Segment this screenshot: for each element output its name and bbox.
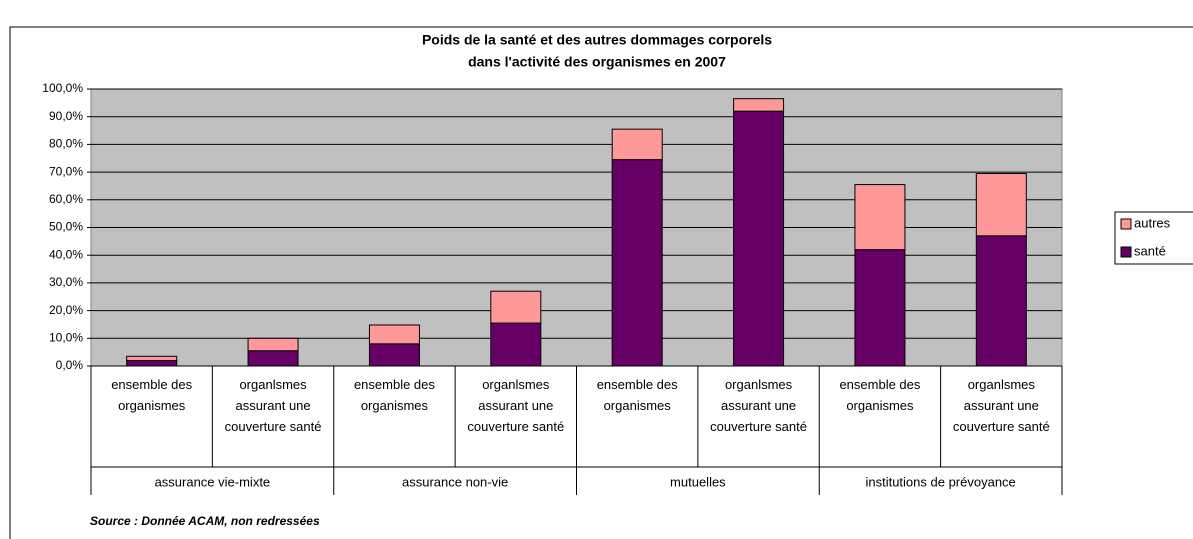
x-tick-label: ensemble des organismes — [596, 377, 678, 413]
bar-segment — [126, 355, 178, 361]
group-label: institutions de prévoyance — [865, 474, 1015, 489]
x-tick-label: ensemble des organismes — [353, 377, 435, 413]
bar-segment — [490, 290, 542, 324]
legend-label: santé — [1134, 243, 1166, 258]
y-tick-label: 0,0% — [56, 358, 84, 372]
bar-segment — [126, 359, 178, 367]
x-tick-label: organlsmes assurant une couverture santé — [224, 377, 322, 434]
bar-segment — [368, 324, 420, 345]
bar-segment — [611, 128, 663, 161]
bar-segment — [733, 98, 785, 112]
bar-segment — [368, 343, 420, 367]
legend-label: autres — [1134, 215, 1171, 230]
x-tick-label: organlsmes assurant une couverture santé — [710, 377, 807, 434]
y-tick-label: 30,0% — [49, 275, 83, 289]
legend-swatch — [1120, 218, 1132, 230]
y-tick-label: 60,0% — [49, 192, 83, 206]
x-tick-label: ensemble des organismes — [111, 377, 193, 413]
bar-segment — [247, 350, 299, 367]
bar-segment — [611, 159, 663, 367]
bar-segment — [854, 184, 906, 251]
x-tick-label: organlsmes assurant une couverture santé — [467, 377, 565, 434]
chart-title: Poids de la santé et des autres dommages… — [422, 32, 772, 48]
chart-subtitle: dans l'activité des organismes en 2007 — [468, 54, 726, 70]
bar-segment — [490, 322, 542, 367]
bar-segment — [975, 235, 1027, 367]
chart-border — [9, 26, 1193, 539]
y-tick-label: 90,0% — [49, 109, 83, 123]
group-label: assurance vie-mixte — [155, 474, 271, 489]
x-tick-label: organlsmes assurant une couverture santé — [952, 377, 1050, 434]
y-tick-label: 40,0% — [49, 247, 83, 261]
bar-segment — [975, 172, 1027, 237]
y-tick-label: 10,0% — [49, 330, 83, 344]
bar-segment — [247, 337, 299, 352]
group-label: assurance non-vie — [402, 474, 508, 489]
y-tick-label: 80,0% — [49, 137, 83, 151]
y-tick-label: 50,0% — [49, 220, 83, 234]
legend-swatch — [1120, 246, 1132, 258]
x-tick-label: ensemble des organismes — [839, 377, 921, 413]
bar-segment — [733, 110, 785, 367]
source-note: Source : Donnée ACAM, non redressées — [90, 514, 320, 528]
bar-segment — [854, 249, 906, 367]
group-label: mutuelles — [670, 474, 726, 489]
y-tick-label: 100,0% — [42, 81, 83, 95]
y-tick-label: 70,0% — [49, 164, 83, 178]
y-tick-label: 20,0% — [49, 303, 83, 317]
